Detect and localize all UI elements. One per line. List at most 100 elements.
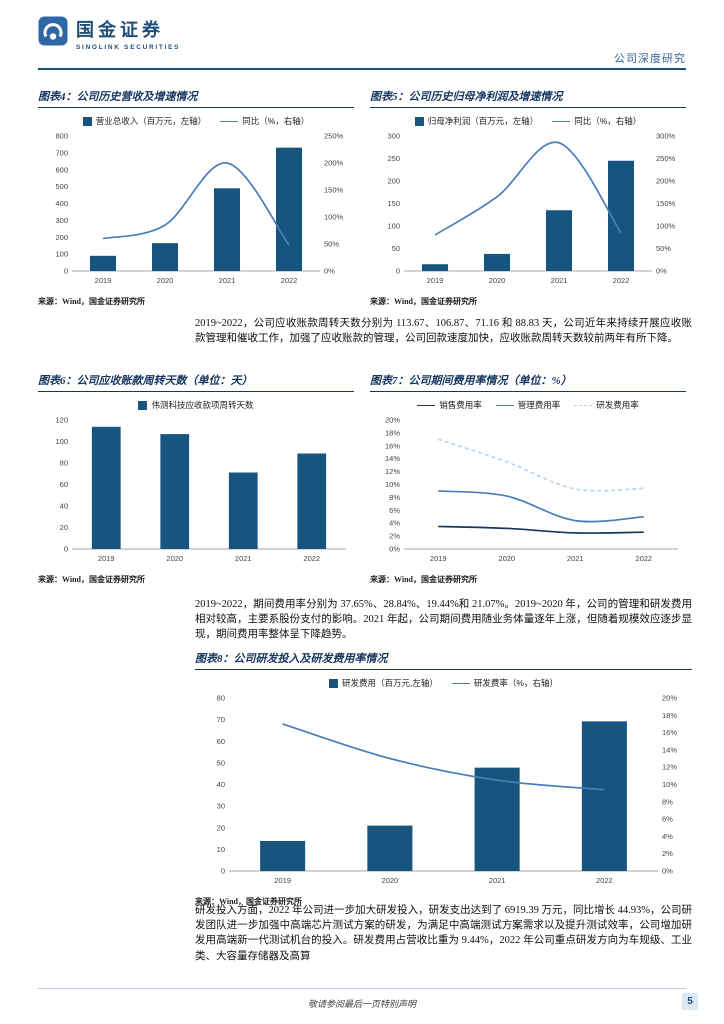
brand-text: 国金证券 SINOLINK SECURITIES <box>76 16 180 51</box>
body-paragraph-3: 研发投入方面，2022 年公司进一步加大研发投入，研发支出达到了 6919.39… <box>195 905 692 962</box>
figure-8-title: 图表8：公司研发投入及研发费用率情况 <box>195 650 692 670</box>
body-paragraph-2: 2019~2022，期间费用率分别为 37.65%、28.84%、19.44%和… <box>195 599 692 641</box>
svg-text:2022: 2022 <box>635 554 652 563</box>
svg-text:70: 70 <box>217 715 225 724</box>
svg-text:0%: 0% <box>324 267 335 276</box>
legend-item: 研发费用率 <box>574 399 639 411</box>
svg-text:20%: 20% <box>662 694 677 703</box>
svg-text:20%: 20% <box>385 416 400 425</box>
figure-5-title: 图表5：公司历史归母净利润及增速情况 <box>370 88 686 108</box>
legend-item: 归母净利润（百万元，左轴） <box>414 115 539 127</box>
footer-divider <box>38 988 686 989</box>
figure-4: 图表4：公司历史营收及增速情况 营业总收入（百万元，左轴） 同比（%，右轴） 0 1… <box>38 88 354 307</box>
svg-text:400: 400 <box>55 199 68 208</box>
svg-text:2021: 2021 <box>219 276 236 285</box>
svg-text:8%: 8% <box>389 493 400 502</box>
legend-item: 伟测科技应收款项周转天数 <box>138 399 254 411</box>
header-divider <box>38 68 686 70</box>
svg-text:30: 30 <box>217 802 225 811</box>
svg-text:40: 40 <box>60 502 68 511</box>
page-header: 国金证券 SINOLINK SECURITIES 公司深度研究 <box>38 16 686 66</box>
chart-row-2: 图表6：公司应收账款周转天数（单位：天） 伟测科技应收款项周转天数 0 20 40 6… <box>38 372 686 585</box>
svg-text:2022: 2022 <box>281 276 298 285</box>
svg-text:250%: 250% <box>324 132 344 141</box>
figure-4-canvas: 0 100 200 300 400 500 600 700 800 0% 50% 100% 150% 20… <box>55 132 344 286</box>
svg-text:20: 20 <box>60 523 68 532</box>
legend-label: 同比（%，右轴） <box>574 116 642 126</box>
figure-5: 图表5：公司历史归母净利润及增速情况 归母净利润（百万元，左轴） 同比（%，右轴）… <box>370 88 686 307</box>
footer-disclaimer: 敬请参阅最后一页特别声明 <box>307 999 416 1009</box>
figure-6: 图表6：公司应收账款周转天数（单位：天） 伟测科技应收款项周转天数 0 20 40 6… <box>38 372 354 585</box>
svg-text:6%: 6% <box>389 506 400 515</box>
svg-text:2020: 2020 <box>166 554 183 563</box>
svg-text:2019: 2019 <box>98 554 115 563</box>
legend-label: 营业总收入（百万元，左轴） <box>95 116 207 126</box>
legend-label: 研发费用率 <box>596 400 639 410</box>
figure-7: 图表7：公司期间费用率情况（单位：%） 销售费用率 管理费用率 研发费用率 0% 2%… <box>370 372 686 585</box>
svg-text:100: 100 <box>387 222 400 231</box>
svg-text:16%: 16% <box>385 441 400 450</box>
legend-item: 管理费用率 <box>495 399 560 411</box>
svg-text:12%: 12% <box>662 763 677 772</box>
figure-8-source: 来源：Wind，国金证券研究所 <box>195 897 302 906</box>
figure-6-source: 来源：Wind，国金证券研究所 <box>38 575 145 584</box>
svg-text:2019: 2019 <box>427 276 444 285</box>
svg-text:80: 80 <box>217 694 225 703</box>
svg-text:80: 80 <box>60 459 68 468</box>
legend-item: 研发费率（%，右轴） <box>451 677 558 689</box>
legend-line-swatch <box>417 404 436 406</box>
svg-text:50: 50 <box>392 244 400 253</box>
svg-text:100: 100 <box>55 250 68 259</box>
legend-line-swatch <box>451 682 470 684</box>
figure-5-source: 来源：Wind，国金证券研究所 <box>370 297 477 306</box>
svg-text:2019: 2019 <box>95 276 112 285</box>
svg-text:2019: 2019 <box>430 554 447 563</box>
legend-label: 归母净利润（百万元，左轴） <box>427 116 539 126</box>
figure-6-title: 图表6：公司应收账款周转天数（单位：天） <box>38 372 354 392</box>
svg-text:4%: 4% <box>662 832 673 841</box>
figure-8-legend: 研发费用（百万元,左轴） 研发费率（%，右轴） <box>195 677 692 689</box>
legend-item: 同比（%，右轴） <box>220 115 309 127</box>
legend-bar-swatch <box>138 400 148 410</box>
figure-7-canvas: 0% 2% 4% 6% 8% 10% 12% 14% 16% 18% 20% 2019 2020 2021… <box>385 416 678 563</box>
body-paragraph-1: 2019~2022，公司应收账款周转天数分别为 113.67、106.87、71… <box>195 318 692 345</box>
legend-bar-swatch <box>414 116 424 126</box>
svg-text:100%: 100% <box>324 213 344 222</box>
figure-4-title: 图表4：公司历史营收及增速情况 <box>38 88 354 108</box>
svg-text:10%: 10% <box>662 780 677 789</box>
legend-line-swatch <box>495 404 514 406</box>
svg-text:2%: 2% <box>389 532 400 541</box>
svg-text:0: 0 <box>221 867 225 876</box>
svg-text:600: 600 <box>55 165 68 174</box>
svg-text:500: 500 <box>55 182 68 191</box>
svg-text:18%: 18% <box>662 711 677 720</box>
svg-text:50%: 50% <box>656 244 671 253</box>
figure-8: 图表8：公司研发投入及研发费用率情况 研发费用（百万元,左轴） 研发费率（%，右轴… <box>195 650 692 907</box>
legend-label: 销售费用率 <box>439 400 482 410</box>
legend-label: 伟测科技应收款项周转天数 <box>151 400 254 410</box>
svg-text:60: 60 <box>60 480 68 489</box>
svg-text:8%: 8% <box>662 797 673 806</box>
svg-text:300%: 300% <box>656 132 676 141</box>
svg-text:50%: 50% <box>324 240 339 249</box>
svg-text:150%: 150% <box>324 186 344 195</box>
svg-text:0%: 0% <box>656 267 667 276</box>
svg-text:2021: 2021 <box>567 554 584 563</box>
svg-text:150: 150 <box>387 199 400 208</box>
svg-text:2022: 2022 <box>303 554 320 563</box>
svg-text:0: 0 <box>64 545 68 554</box>
svg-text:200: 200 <box>55 233 68 242</box>
svg-text:2020: 2020 <box>157 276 174 285</box>
svg-text:250%: 250% <box>656 154 676 163</box>
legend-item: 营业总收入（百万元，左轴） <box>82 115 207 127</box>
legend-line-swatch <box>574 404 593 406</box>
svg-text:4%: 4% <box>389 519 400 528</box>
svg-text:0: 0 <box>396 267 400 276</box>
svg-text:200%: 200% <box>324 159 344 168</box>
svg-text:100: 100 <box>55 437 68 446</box>
page-number: 5 <box>682 993 698 1010</box>
legend-label: 研发费率（%，右轴） <box>473 678 558 688</box>
figure-4-source: 来源：Wind，国金证券研究所 <box>38 297 145 306</box>
report-category: 公司深度研究 <box>614 53 686 65</box>
